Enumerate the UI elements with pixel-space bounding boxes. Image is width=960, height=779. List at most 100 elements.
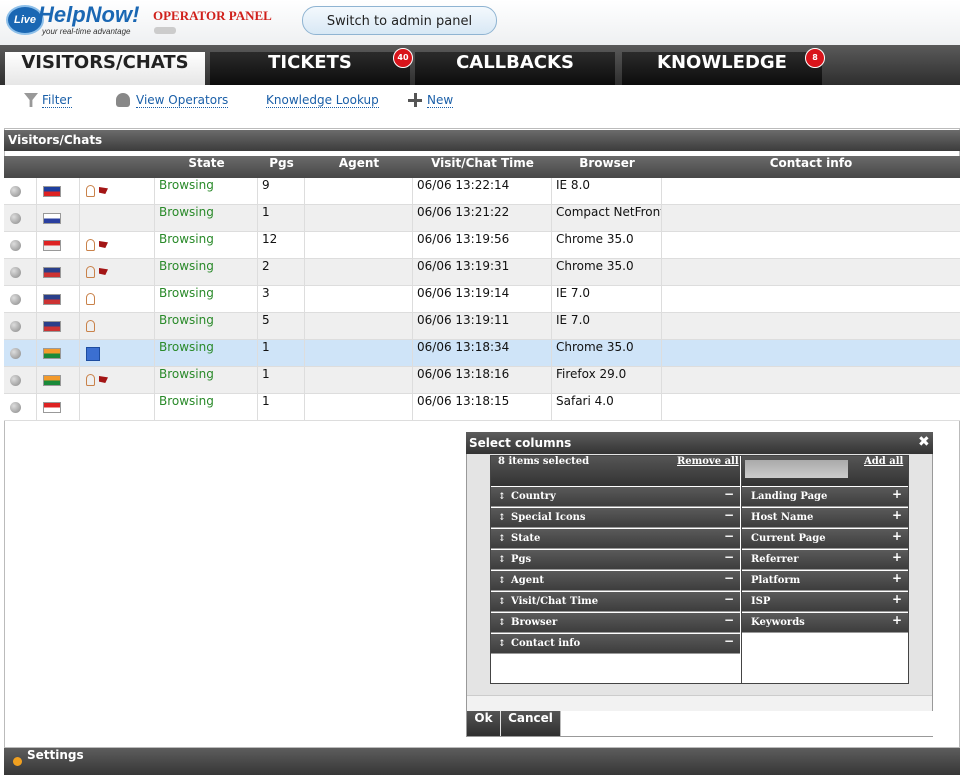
tab[interactable]: TICKETS (210, 52, 410, 85)
cell-time: 06/06 13:19:31 (413, 259, 552, 286)
visitor-row[interactable] (4, 286, 960, 313)
cell-time: 06/06 13:21:22 (413, 205, 552, 232)
drag-handle[interactable]: ↕ (498, 576, 506, 586)
add-icon[interactable]: + (891, 613, 902, 627)
visitor-row[interactable] (4, 340, 960, 367)
drag-handle[interactable]: ↕ (498, 534, 506, 544)
column-item[interactable]: Keywords + (742, 613, 908, 633)
cell-state: Browsing (155, 286, 258, 313)
add-icon[interactable]: + (891, 508, 902, 522)
remove-icon[interactable]: − (723, 592, 734, 606)
visitor-row[interactable] (4, 259, 960, 286)
panel-label: OPERATOR PANEL (153, 8, 272, 23)
column-item[interactable]: ↕ Browser − (491, 613, 740, 633)
remove-icon[interactable]: − (723, 487, 734, 501)
remove-all[interactable]: Remove all (677, 456, 739, 467)
tab[interactable]: CALLBACKS (415, 52, 615, 85)
column-item[interactable]: ISP + (742, 592, 908, 612)
remove-icon[interactable]: − (723, 550, 734, 564)
column-name: State (511, 533, 541, 544)
visitor-row[interactable] (4, 313, 960, 340)
cell (80, 178, 155, 205)
cell (662, 178, 960, 205)
cell (5, 313, 37, 340)
visitor-icon (86, 293, 95, 305)
admin-button[interactable]: Switch to admin panel (302, 6, 497, 35)
visitor-row[interactable] (4, 367, 960, 394)
operator-name (154, 27, 176, 34)
search-input[interactable] (745, 460, 848, 478)
visitor-row[interactable] (4, 394, 960, 421)
column-item[interactable]: ↕ Pgs − (491, 550, 740, 570)
column-name: Browser (511, 617, 558, 628)
cell-browser: Chrome 35.0 (552, 232, 662, 259)
column-name: Current Page (751, 533, 826, 544)
column-item[interactable]: ↕ Visit/Chat Time − (491, 592, 740, 612)
tab-badge: 40 (393, 48, 413, 68)
cell-browser: Chrome 35.0 (552, 340, 662, 367)
add-icon[interactable]: + (891, 571, 902, 585)
drag-handle[interactable]: ↕ (498, 597, 506, 607)
column-item[interactable]: ↕ Agent − (491, 571, 740, 591)
add-all[interactable]: Add all (864, 456, 904, 467)
add-icon[interactable]: + (891, 592, 902, 606)
cell (305, 286, 413, 313)
drag-handle[interactable]: ↕ (498, 492, 506, 502)
column-item[interactable]: ↕ State − (491, 529, 740, 549)
drag-handle[interactable]: ↕ (498, 513, 506, 523)
tab[interactable]: VISITORS/CHATS (5, 52, 205, 85)
visitor-row[interactable] (4, 232, 960, 259)
add-icon[interactable]: + (891, 487, 902, 501)
add-icon[interactable]: + (891, 529, 902, 543)
cell-time: 06/06 13:18:15 (413, 394, 552, 421)
add-icon[interactable]: + (891, 550, 902, 564)
cell (37, 367, 80, 394)
column-name: Keywords (751, 617, 805, 628)
cell (37, 286, 80, 313)
column-item[interactable]: ↕ Special Icons − (491, 508, 740, 528)
cell (662, 232, 960, 259)
column-item[interactable]: Landing Page + (742, 487, 908, 507)
column-name: Pgs (511, 554, 532, 565)
remove-icon[interactable]: − (723, 571, 734, 585)
tab[interactable]: KNOWLEDGE (622, 52, 822, 85)
column-item[interactable]: ↕ Country − (491, 487, 740, 507)
ok-button[interactable]: Ok (467, 711, 500, 736)
remove-icon[interactable]: − (723, 634, 734, 648)
cell-state: Browsing (155, 232, 258, 259)
status-dot (10, 240, 21, 251)
cell (80, 286, 155, 313)
toolbar-link[interactable]: Knowledge Lookup (266, 93, 379, 108)
column-item[interactable]: Host Name + (742, 508, 908, 528)
drag-handle[interactable]: ↕ (498, 618, 506, 628)
cancel-button[interactable]: Cancel (501, 711, 560, 736)
cell-browser: Firefox 29.0 (552, 367, 662, 394)
column-item[interactable]: ↕ Contact info − (491, 634, 740, 654)
remove-icon[interactable]: − (723, 529, 734, 543)
remove-icon[interactable]: − (723, 613, 734, 627)
remove-icon[interactable]: − (723, 508, 734, 522)
cell-time: 06/06 13:18:16 (413, 367, 552, 394)
column-name: Referrer (751, 554, 799, 565)
column-item[interactable]: Current Page + (742, 529, 908, 549)
column-item[interactable]: Referrer + (742, 550, 908, 570)
drag-handle[interactable]: ↕ (498, 555, 506, 565)
cell (5, 340, 37, 367)
selected-header (491, 456, 740, 486)
country-flag (43, 321, 61, 332)
toolbar-link[interactable]: View Operators (136, 93, 229, 108)
flag-icon (99, 241, 108, 248)
drag-handle[interactable]: ↕ (498, 639, 506, 649)
settings-label[interactable]: Settings (27, 748, 84, 762)
cell (37, 205, 80, 232)
visitor-row[interactable] (4, 178, 960, 205)
cell (5, 259, 37, 286)
cell-browser: IE 7.0 (552, 313, 662, 340)
visitor-row[interactable] (4, 205, 960, 232)
cell (80, 394, 155, 421)
toolbar-link[interactable]: Filter (42, 93, 72, 108)
column-item[interactable]: Platform + (742, 571, 908, 591)
close-button[interactable]: ✖ (918, 434, 930, 450)
toolbar-link[interactable]: New (427, 93, 454, 108)
cell (305, 313, 413, 340)
